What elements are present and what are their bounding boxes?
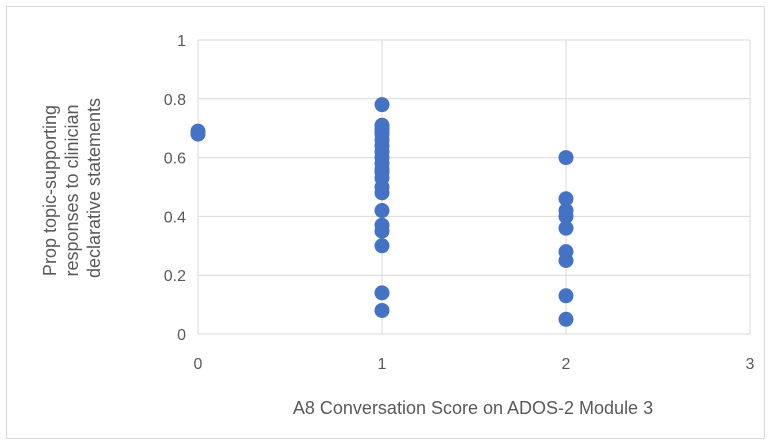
data-point [558, 220, 574, 236]
x-tick-label: 2 [562, 356, 571, 373]
y-axis-title-line-2: responses to clinician [62, 104, 82, 276]
x-tick-label: 1 [378, 356, 387, 373]
data-point [374, 97, 390, 113]
gridlines [197, 39, 751, 335]
data-point [190, 126, 206, 142]
data-point [558, 253, 574, 268]
data-point [374, 203, 390, 219]
data-point [374, 223, 390, 239]
y-tick-label: 0.2 [164, 268, 186, 285]
data-point [374, 302, 390, 318]
y-tick-label: 0.4 [164, 209, 186, 226]
data-point [374, 185, 390, 201]
data-point [374, 285, 390, 301]
x-axis-ticks: 0 1 2 3 [194, 356, 755, 373]
y-tick-label: 1 [177, 33, 186, 50]
data-point [558, 150, 574, 166]
data-points [190, 97, 574, 327]
y-tick-label: 0 [177, 327, 186, 344]
y-tick-label: 0.8 [164, 92, 186, 109]
y-axis-title: Prop topic-supporting responses to clini… [40, 98, 104, 278]
data-point [558, 208, 574, 224]
x-tick-label: 0 [194, 356, 203, 373]
data-point [558, 288, 574, 304]
y-axis-title-line-3: declarative statements [84, 98, 104, 278]
data-point [558, 191, 574, 207]
data-point [558, 311, 574, 327]
x-tick-label: 3 [746, 356, 755, 373]
y-axis-title-line-1: Prop topic-supporting [40, 105, 60, 276]
y-axis-ticks: 0 0.2 0.4 0.6 0.8 1 [164, 33, 186, 344]
data-point [374, 238, 390, 254]
y-tick-label: 0.6 [164, 151, 186, 168]
x-axis-title: A8 Conversation Score on ADOS-2 Module 3 [293, 398, 653, 418]
